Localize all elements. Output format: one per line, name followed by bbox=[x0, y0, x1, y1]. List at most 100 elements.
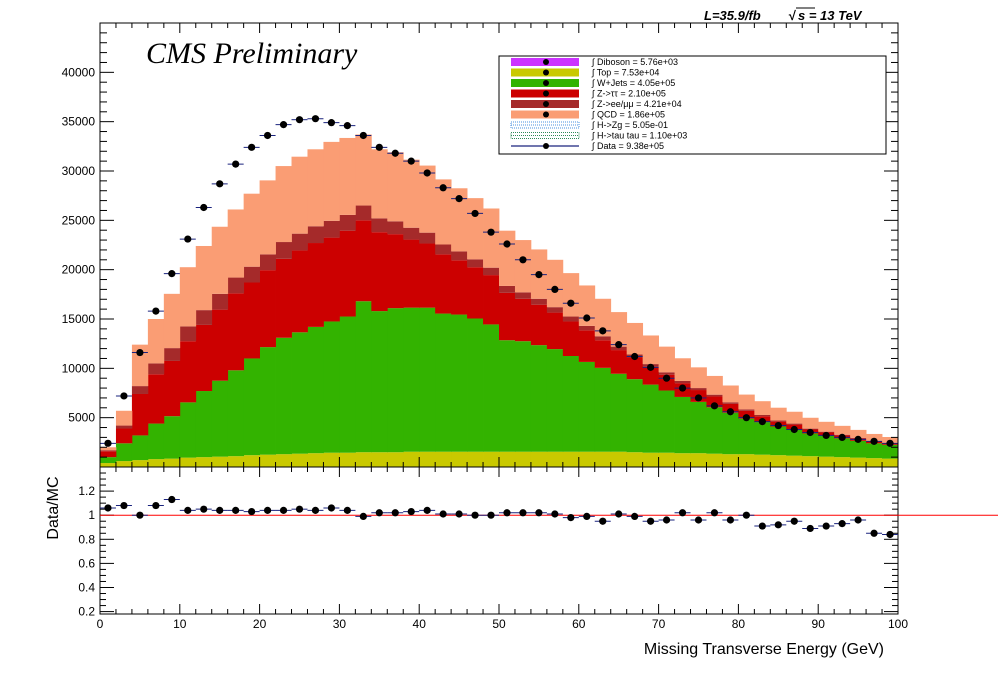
data-point bbox=[200, 203, 208, 212]
data-point bbox=[104, 439, 112, 447]
bar-qcd bbox=[163, 293, 181, 349]
bar-z-ee- bbox=[514, 292, 532, 299]
bar-qcd bbox=[834, 425, 851, 435]
bar-w-jets bbox=[100, 457, 117, 464]
bar-top bbox=[403, 451, 420, 467]
bar-z-ee- bbox=[100, 450, 117, 452]
data-point bbox=[583, 314, 591, 322]
bar-z-ee- bbox=[291, 233, 308, 251]
bar-w-jets bbox=[578, 361, 596, 452]
bar-qcd bbox=[514, 240, 532, 293]
legend-marker bbox=[543, 69, 549, 76]
ratio-point bbox=[854, 516, 862, 524]
bar-qcd bbox=[786, 411, 803, 424]
bar-w-jets bbox=[211, 380, 229, 457]
bar-qcd bbox=[706, 375, 723, 395]
bar-qcd bbox=[195, 245, 213, 311]
bar-z-ee- bbox=[195, 310, 213, 325]
ratio-point bbox=[631, 512, 639, 521]
main-data-points bbox=[99, 115, 899, 447]
data-point bbox=[120, 392, 128, 400]
data-point bbox=[503, 240, 511, 248]
bar-w-jets bbox=[546, 349, 564, 452]
data-point bbox=[455, 195, 463, 203]
bar-w-jets bbox=[674, 396, 691, 454]
bar-qcd bbox=[100, 447, 117, 451]
bar-top bbox=[147, 459, 165, 467]
ratio-point bbox=[279, 506, 288, 514]
bar-qcd bbox=[115, 410, 133, 426]
bar-w-jets bbox=[227, 370, 245, 457]
bar-top bbox=[339, 452, 356, 467]
bar-z-ee- bbox=[451, 251, 468, 261]
bar-w-jets bbox=[642, 384, 659, 453]
ratio-point bbox=[487, 511, 495, 519]
bar-top bbox=[387, 452, 404, 467]
ratio-point bbox=[551, 510, 559, 518]
data-point bbox=[647, 363, 655, 371]
bar-top bbox=[163, 458, 181, 467]
bar-w-jets bbox=[259, 347, 276, 455]
bar-z-ee- bbox=[594, 336, 612, 341]
bar-w-jets bbox=[147, 423, 165, 460]
legend-marker bbox=[543, 80, 549, 86]
bar-w-jets bbox=[243, 358, 260, 456]
bar-top bbox=[131, 460, 149, 467]
ratio-point bbox=[327, 504, 336, 512]
data-point bbox=[248, 143, 256, 151]
bar-qcd bbox=[243, 193, 260, 267]
data-point bbox=[263, 131, 272, 140]
y-tick-label: 25000 bbox=[62, 213, 96, 227]
bar-qcd bbox=[674, 358, 691, 381]
main-histogram-stack bbox=[100, 134, 899, 467]
bar-w-jets bbox=[722, 412, 739, 455]
bar-qcd bbox=[802, 417, 819, 429]
legend-marker bbox=[543, 143, 549, 149]
bar-top bbox=[658, 452, 675, 467]
bar-w-jets bbox=[882, 444, 899, 459]
bar-w-jets bbox=[658, 390, 675, 453]
bar-top bbox=[195, 457, 213, 467]
bar-qcd bbox=[131, 344, 149, 387]
legend-entry-label: ∫ H->Zg = 5.05e-01 bbox=[591, 120, 668, 130]
bar-top bbox=[738, 454, 755, 467]
bar-w-jets bbox=[866, 443, 883, 459]
bar-w-jets bbox=[483, 324, 500, 452]
data-point bbox=[838, 433, 846, 441]
legend-entry-label: ∫ Z->ττ = 2.10e+05 bbox=[591, 89, 666, 99]
bar-qcd bbox=[179, 267, 197, 327]
x-tick-label: 70 bbox=[652, 617, 666, 631]
bar-top bbox=[291, 453, 308, 467]
bar-top bbox=[866, 458, 883, 467]
bar-z-ee- bbox=[307, 226, 324, 244]
bar-z-ee- bbox=[227, 277, 245, 294]
ratio-point bbox=[168, 495, 176, 504]
y-tick-label: 1 bbox=[88, 508, 95, 522]
y-tick-label: 40000 bbox=[62, 65, 96, 79]
bar-z-ee- bbox=[243, 266, 260, 283]
bar-top bbox=[243, 455, 260, 467]
data-point bbox=[535, 271, 543, 279]
ratio-point bbox=[120, 501, 128, 510]
ratio-point bbox=[471, 511, 479, 519]
bar-top bbox=[690, 453, 707, 467]
data-point bbox=[758, 418, 766, 426]
bar-top bbox=[435, 451, 452, 467]
data-point bbox=[136, 348, 144, 357]
bar-qcd bbox=[610, 312, 628, 347]
ratio-point bbox=[359, 512, 367, 521]
bar-z- bbox=[259, 270, 276, 348]
bar-w-jets bbox=[754, 422, 771, 455]
ratio-point bbox=[886, 530, 894, 539]
bar-z-ee- bbox=[499, 285, 516, 293]
bar-top bbox=[770, 455, 787, 467]
sqrt-symbol: √ bbox=[788, 8, 796, 23]
bar-z- bbox=[546, 312, 564, 350]
data-point bbox=[423, 169, 431, 177]
data-point bbox=[551, 285, 559, 293]
ratio-point bbox=[216, 506, 224, 514]
bar-z- bbox=[147, 374, 165, 424]
bar-z-ee- bbox=[259, 254, 276, 271]
bar-z- bbox=[307, 243, 324, 327]
